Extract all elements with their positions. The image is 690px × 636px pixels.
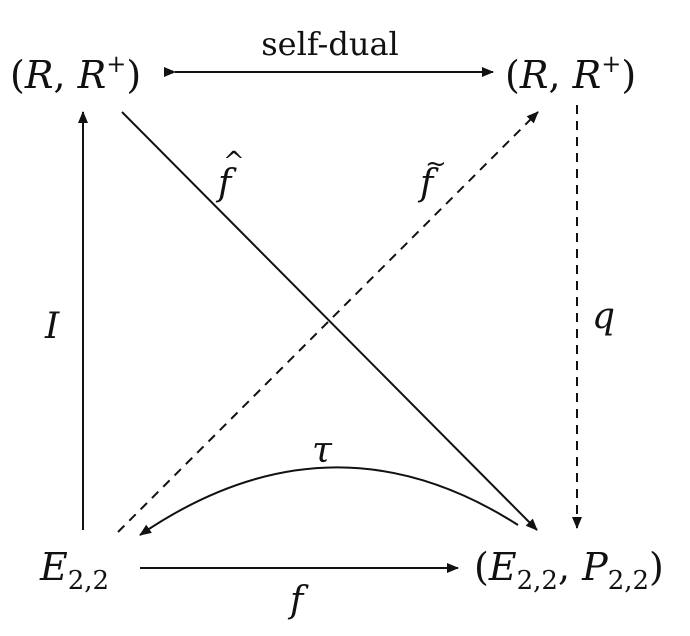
edge-label-f: f — [287, 580, 309, 621]
edge-f-tilde — [117, 111, 539, 533]
node-top-left: (R, R+) — [10, 50, 141, 97]
edge-f-hat — [121, 111, 538, 531]
edge-label-self-dual: self-dual — [261, 25, 399, 63]
edge-label-f-tilde-accent: ~ — [425, 149, 447, 179]
node-bottom-right: (E2,2, P2,2) — [474, 545, 664, 596]
edge-label-tau: τ — [312, 430, 333, 471]
edge-label-q: q — [592, 296, 615, 337]
edge-label-f-hat-accent: ^ — [223, 147, 245, 177]
edge-label-I: I — [44, 306, 60, 347]
edge-tau — [139, 466, 519, 536]
node-bottom-left: E2,2 — [39, 545, 109, 596]
node-top-right: (R, R+) — [505, 50, 636, 97]
